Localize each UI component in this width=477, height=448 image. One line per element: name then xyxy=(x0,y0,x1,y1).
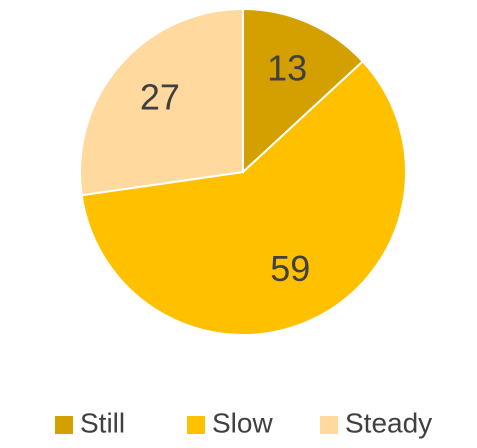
legend-swatch xyxy=(187,416,205,434)
data-label: 27 xyxy=(140,76,180,117)
data-label: 59 xyxy=(270,248,310,289)
legend-swatch xyxy=(320,416,338,434)
legend-label: Steady xyxy=(345,407,432,438)
legend-label: Still xyxy=(80,407,125,438)
pie-slice xyxy=(242,7,365,175)
pie-slice xyxy=(80,59,407,336)
legend-label: Slow xyxy=(212,407,273,438)
data-label: 13 xyxy=(267,48,307,89)
pie-slice xyxy=(79,7,244,197)
legend-swatch xyxy=(55,416,73,434)
